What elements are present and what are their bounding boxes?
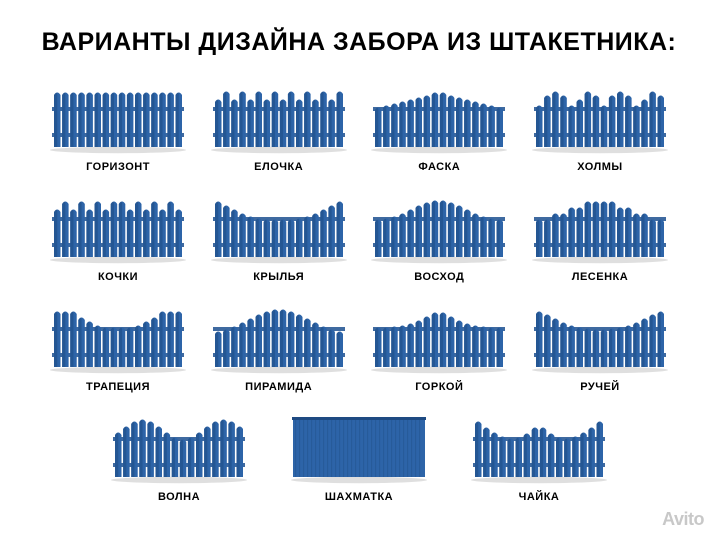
fence-svg xyxy=(48,295,188,375)
fence-label: ВОЛНА xyxy=(158,491,200,503)
fence-row: ТРАПЕЦИЯ xyxy=(48,295,670,393)
fence-cell: РУЧЕЙ xyxy=(530,295,670,393)
fence-svg xyxy=(209,295,349,375)
fence-label: ГОРКОЙ xyxy=(415,381,463,393)
watermark: Avito xyxy=(662,509,704,530)
fence-cell: ВОСХОД xyxy=(369,185,509,283)
fence-row: ВОЛНА ШАХМАТКА xyxy=(48,405,670,503)
fence-svg xyxy=(530,185,670,265)
fence-svg xyxy=(369,185,509,265)
fence-cell: ЧАЙКА xyxy=(469,405,609,503)
fence-svg xyxy=(469,405,609,485)
fence-label: ГОРИЗОНТ xyxy=(86,161,150,173)
fence-svg xyxy=(369,75,509,155)
fence-svg xyxy=(109,405,249,485)
fence-cell: КОЧКИ xyxy=(48,185,188,283)
fence-label: ЛЕСЕНКА xyxy=(572,271,628,283)
fence-cell: ВОЛНА xyxy=(109,405,249,503)
fence-svg xyxy=(289,405,429,485)
fence-label: КРЫЛЬЯ xyxy=(253,271,304,283)
fence-label: КОЧКИ xyxy=(98,271,138,283)
fence-svg xyxy=(48,75,188,155)
fence-label: РУЧЕЙ xyxy=(580,381,620,393)
fence-cell: ГОРИЗОНТ xyxy=(48,75,188,173)
fence-label: ШАХМАТКА xyxy=(325,491,393,503)
fence-svg xyxy=(369,295,509,375)
fence-cell: ХОЛМЫ xyxy=(530,75,670,173)
fence-cell: ЕЛОЧКА xyxy=(209,75,349,173)
fence-svg xyxy=(530,295,670,375)
fence-grid: ГОРИЗОНТ xyxy=(0,75,718,503)
fence-cell: КРЫЛЬЯ xyxy=(209,185,349,283)
fence-cell: ШАХМАТКА xyxy=(289,405,429,503)
fence-svg xyxy=(48,185,188,265)
fence-label: ХОЛМЫ xyxy=(577,161,623,173)
page-title: ВАРИАНТЫ ДИЗАЙНА ЗАБОРА ИЗ ШТАКЕТНИКА: xyxy=(0,0,718,75)
fence-row: КОЧКИ xyxy=(48,185,670,283)
fence-label: ПИРАМИДА xyxy=(245,381,312,393)
fence-svg xyxy=(530,75,670,155)
fence-cell: ЛЕСЕНКА xyxy=(530,185,670,283)
fence-label: ЧАЙКА xyxy=(519,491,560,503)
fence-label: ВОСХОД xyxy=(414,271,464,283)
fence-cell: ГОРКОЙ xyxy=(369,295,509,393)
fence-row: ГОРИЗОНТ xyxy=(48,75,670,173)
fence-cell: ТРАПЕЦИЯ xyxy=(48,295,188,393)
fence-label: ЕЛОЧКА xyxy=(254,161,303,173)
fence-cell: ПИРАМИДА xyxy=(209,295,349,393)
fence-cell: ФАСКА xyxy=(369,75,509,173)
fence-svg xyxy=(209,185,349,265)
fence-label: ФАСКА xyxy=(418,161,460,173)
fence-label: ТРАПЕЦИЯ xyxy=(86,381,150,393)
fence-svg xyxy=(209,75,349,155)
